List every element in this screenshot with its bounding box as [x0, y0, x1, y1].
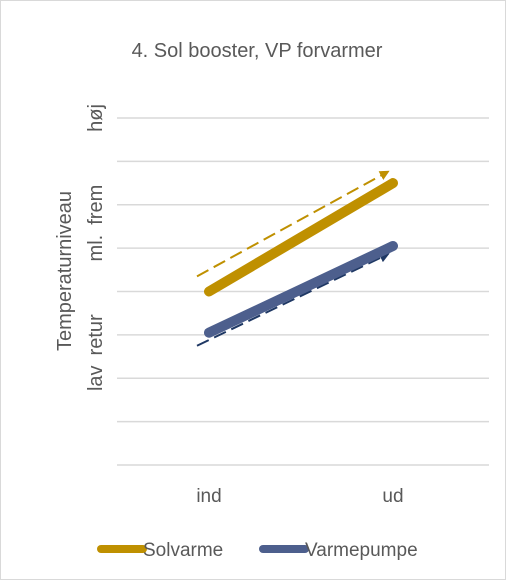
y-axis-title: Temperaturniveau — [54, 191, 76, 351]
legend: Solvarme Varmepumpe — [97, 540, 418, 561]
legend-label: Solvarme — [143, 540, 223, 561]
y-tick-label: lav — [85, 365, 107, 391]
y-tick-label: ml. — [85, 235, 107, 262]
y-tick-label: høj — [85, 104, 107, 132]
series-lines — [204, 178, 398, 338]
x-tick-label: ind — [196, 486, 221, 507]
y-tick-labels: lav retur ml. frem høj — [85, 104, 107, 391]
y-tick-label: retur — [85, 314, 107, 355]
legend-label: Varmepumpe — [305, 540, 418, 561]
solvarme-dashed-arrow — [196, 170, 390, 278]
varmepumpe-dashed-arrow — [196, 253, 390, 347]
chart-title: 4. Sol booster, VP forvarmer — [132, 40, 383, 62]
y-tick-label: frem — [85, 185, 107, 225]
annotations — [196, 170, 390, 347]
series-line-solvarme — [204, 178, 398, 297]
legend-item: Varmepumpe — [259, 540, 418, 561]
series-line-varmepumpe — [204, 240, 398, 338]
legend-item: Solvarme — [97, 540, 223, 561]
x-tick-label: ud — [382, 486, 403, 507]
x-tick-labels: ind ud — [196, 486, 403, 507]
